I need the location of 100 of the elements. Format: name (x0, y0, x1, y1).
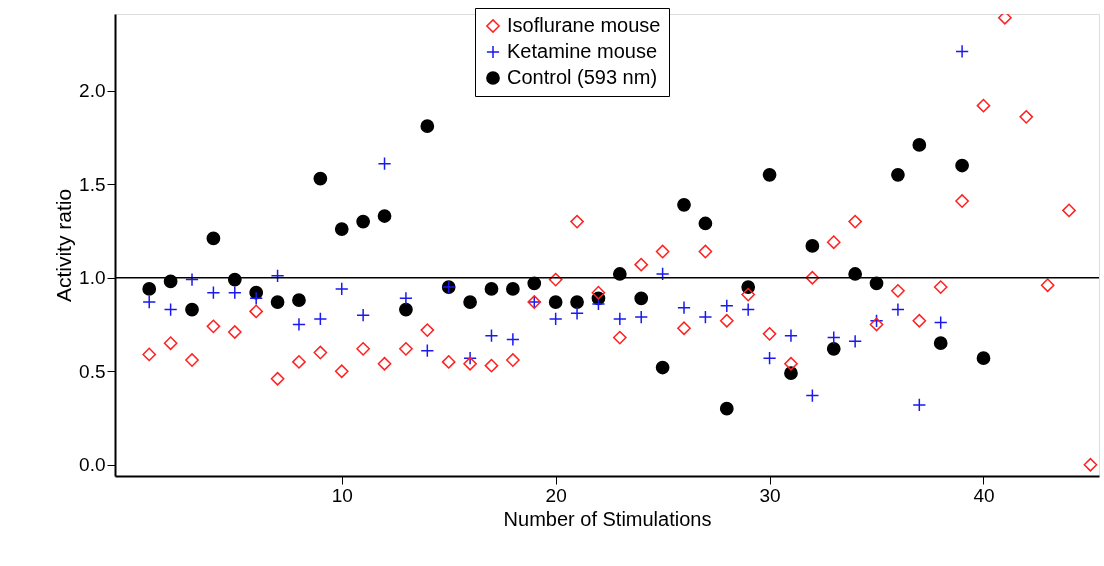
point (399, 302, 413, 317)
point (655, 267, 670, 281)
point (826, 330, 841, 345)
point (805, 239, 820, 253)
x-tick-label: 20 (545, 484, 567, 506)
point (976, 98, 991, 113)
point (591, 297, 606, 311)
point (634, 310, 649, 324)
point (1019, 110, 1034, 124)
point (527, 276, 542, 291)
x-axis-title: Number of Stimulations (503, 507, 712, 530)
point (1062, 203, 1076, 218)
point (356, 214, 371, 229)
point (441, 355, 456, 369)
point (655, 360, 670, 375)
point (612, 267, 627, 281)
point (463, 295, 477, 309)
point (612, 330, 627, 345)
point (655, 244, 670, 259)
point (313, 345, 328, 360)
point (677, 300, 691, 315)
point (912, 398, 927, 412)
point (570, 295, 584, 309)
point (484, 358, 499, 373)
point (976, 351, 991, 366)
point (698, 244, 713, 259)
point (463, 356, 477, 371)
x-tick-label: 10 (331, 484, 353, 506)
point (998, 14, 1012, 25)
point (677, 321, 691, 336)
point (1083, 457, 1098, 472)
point (227, 272, 242, 287)
point (955, 158, 969, 173)
point (891, 302, 905, 317)
point (356, 341, 371, 356)
y-axis-title: Activity ratio (52, 188, 76, 303)
point (142, 347, 157, 362)
point (933, 315, 948, 330)
point (313, 171, 328, 186)
legend-label: Ketamine mouse (507, 40, 658, 62)
point (912, 313, 927, 328)
point (826, 235, 841, 250)
point (612, 312, 627, 326)
y-tick-label: 0.0 (79, 454, 106, 476)
point (826, 341, 841, 356)
point (955, 194, 969, 208)
point (399, 341, 413, 356)
point (270, 268, 285, 283)
point (292, 355, 306, 369)
point (206, 285, 221, 300)
point (869, 313, 884, 328)
point (805, 270, 820, 285)
point (933, 280, 948, 294)
point (270, 371, 285, 386)
point (249, 291, 264, 306)
point (506, 332, 520, 347)
point (185, 353, 199, 367)
point (484, 328, 499, 343)
point (334, 364, 349, 379)
point (784, 356, 798, 371)
point (185, 302, 199, 317)
point (163, 336, 178, 351)
point (142, 282, 157, 296)
point (805, 388, 820, 403)
point (484, 282, 499, 296)
legend-label: Control (593 nm) (507, 66, 658, 88)
point (334, 282, 349, 296)
y-tick-label: 0.5 (79, 360, 106, 382)
point (420, 323, 435, 337)
point (377, 156, 392, 171)
point (506, 282, 520, 296)
point (163, 302, 178, 317)
point (249, 304, 264, 319)
y-tick-label: 1.5 (79, 173, 106, 195)
point (784, 366, 798, 380)
point (377, 209, 392, 223)
point (548, 312, 563, 326)
point (292, 317, 306, 332)
point (677, 197, 691, 212)
point (420, 343, 435, 358)
point (506, 353, 520, 367)
point (891, 283, 905, 298)
point (206, 319, 221, 334)
point (698, 216, 713, 231)
point (399, 291, 413, 306)
legend-label: Isoflurane mouse (507, 14, 661, 36)
point (356, 308, 371, 323)
point (142, 295, 157, 309)
point (463, 351, 477, 366)
point (570, 306, 584, 321)
point (1040, 278, 1055, 293)
point (912, 138, 927, 152)
point (891, 168, 905, 182)
point (762, 326, 777, 341)
point (313, 312, 328, 326)
point (591, 285, 606, 300)
point (848, 267, 863, 281)
point (270, 295, 285, 309)
point (719, 298, 734, 313)
point (634, 291, 649, 306)
